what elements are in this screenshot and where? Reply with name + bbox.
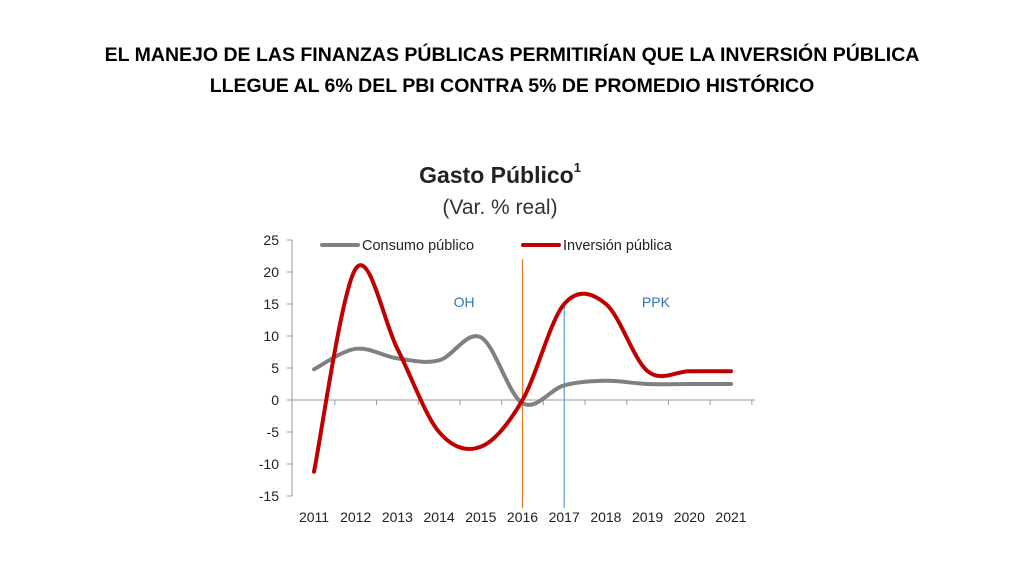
series-line-inversion xyxy=(312,263,733,474)
x-tick-label: 2016 xyxy=(507,509,538,525)
slide-title-line-2: LLEGUE AL 6% DEL PBI CONTRA 5% DE PROMED… xyxy=(209,75,815,97)
y-tick-label: -15 xyxy=(259,488,279,504)
y-tick-label: 20 xyxy=(263,264,279,280)
x-tick-label: 2021 xyxy=(715,509,746,525)
x-tick-label: 2012 xyxy=(340,509,371,525)
y-tick-label: 5 xyxy=(271,360,279,376)
x-tick-label: 2018 xyxy=(590,509,621,525)
annotation-ppk: PPK xyxy=(642,294,671,310)
legend-label: Consumo público xyxy=(362,238,474,254)
x-tick-label: 2011 xyxy=(299,509,329,525)
slide-title: EL MANEJO DE LAS FINANZAS PÚBLICAS PERMI… xyxy=(0,40,1024,102)
y-tick-label: 25 xyxy=(263,232,279,248)
y-tick-label: -10 xyxy=(259,456,279,472)
chart-title-text: Gasto Público xyxy=(419,162,574,188)
y-tick-label: -5 xyxy=(267,424,280,440)
y-tick-label: 10 xyxy=(263,328,279,344)
x-tick-label: 2020 xyxy=(674,509,705,525)
slide-title-line-1: EL MANEJO DE LAS FINANZAS PÚBLICAS PERMI… xyxy=(104,44,920,66)
annotation-oh: OH xyxy=(454,294,475,310)
x-tick-label: 2015 xyxy=(465,509,496,525)
x-tick-label: 2017 xyxy=(549,509,580,525)
chart-subtitle: (Var. % real) xyxy=(442,196,558,219)
x-tick-label: 2013 xyxy=(382,509,413,525)
chart-title: Gasto Público1 xyxy=(330,160,670,189)
x-tick-label: 2019 xyxy=(632,509,663,525)
legend-label: Inversión pública xyxy=(563,238,673,254)
y-tick-label: 0 xyxy=(271,392,279,408)
chart-title-superscript: 1 xyxy=(573,160,581,176)
y-tick-label: 15 xyxy=(263,296,279,312)
x-tick-label: 2014 xyxy=(424,509,455,525)
